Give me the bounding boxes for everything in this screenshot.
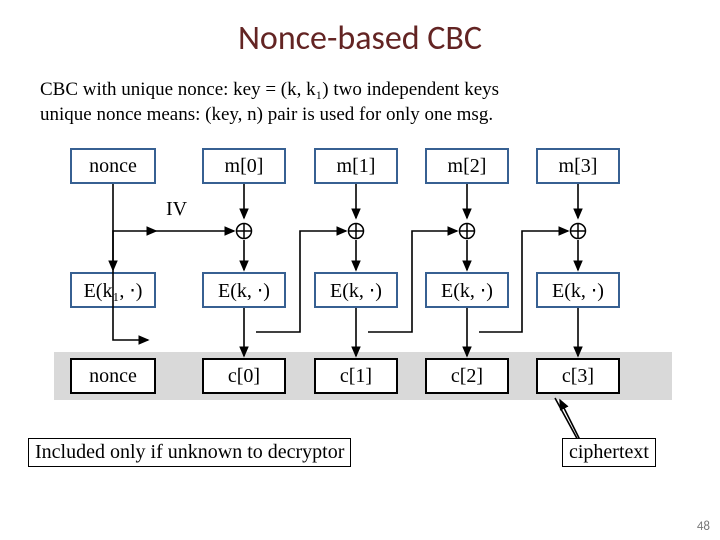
page-number: 48	[697, 519, 710, 534]
cbc-diagram: nonce m[0] m[1] m[2] m[3] IV E(k₁, ⋅) E(…	[0, 0, 720, 540]
ciphertext-label: ciphertext	[562, 438, 656, 467]
decryptor-note: Included only if unknown to decryptor	[28, 438, 351, 467]
